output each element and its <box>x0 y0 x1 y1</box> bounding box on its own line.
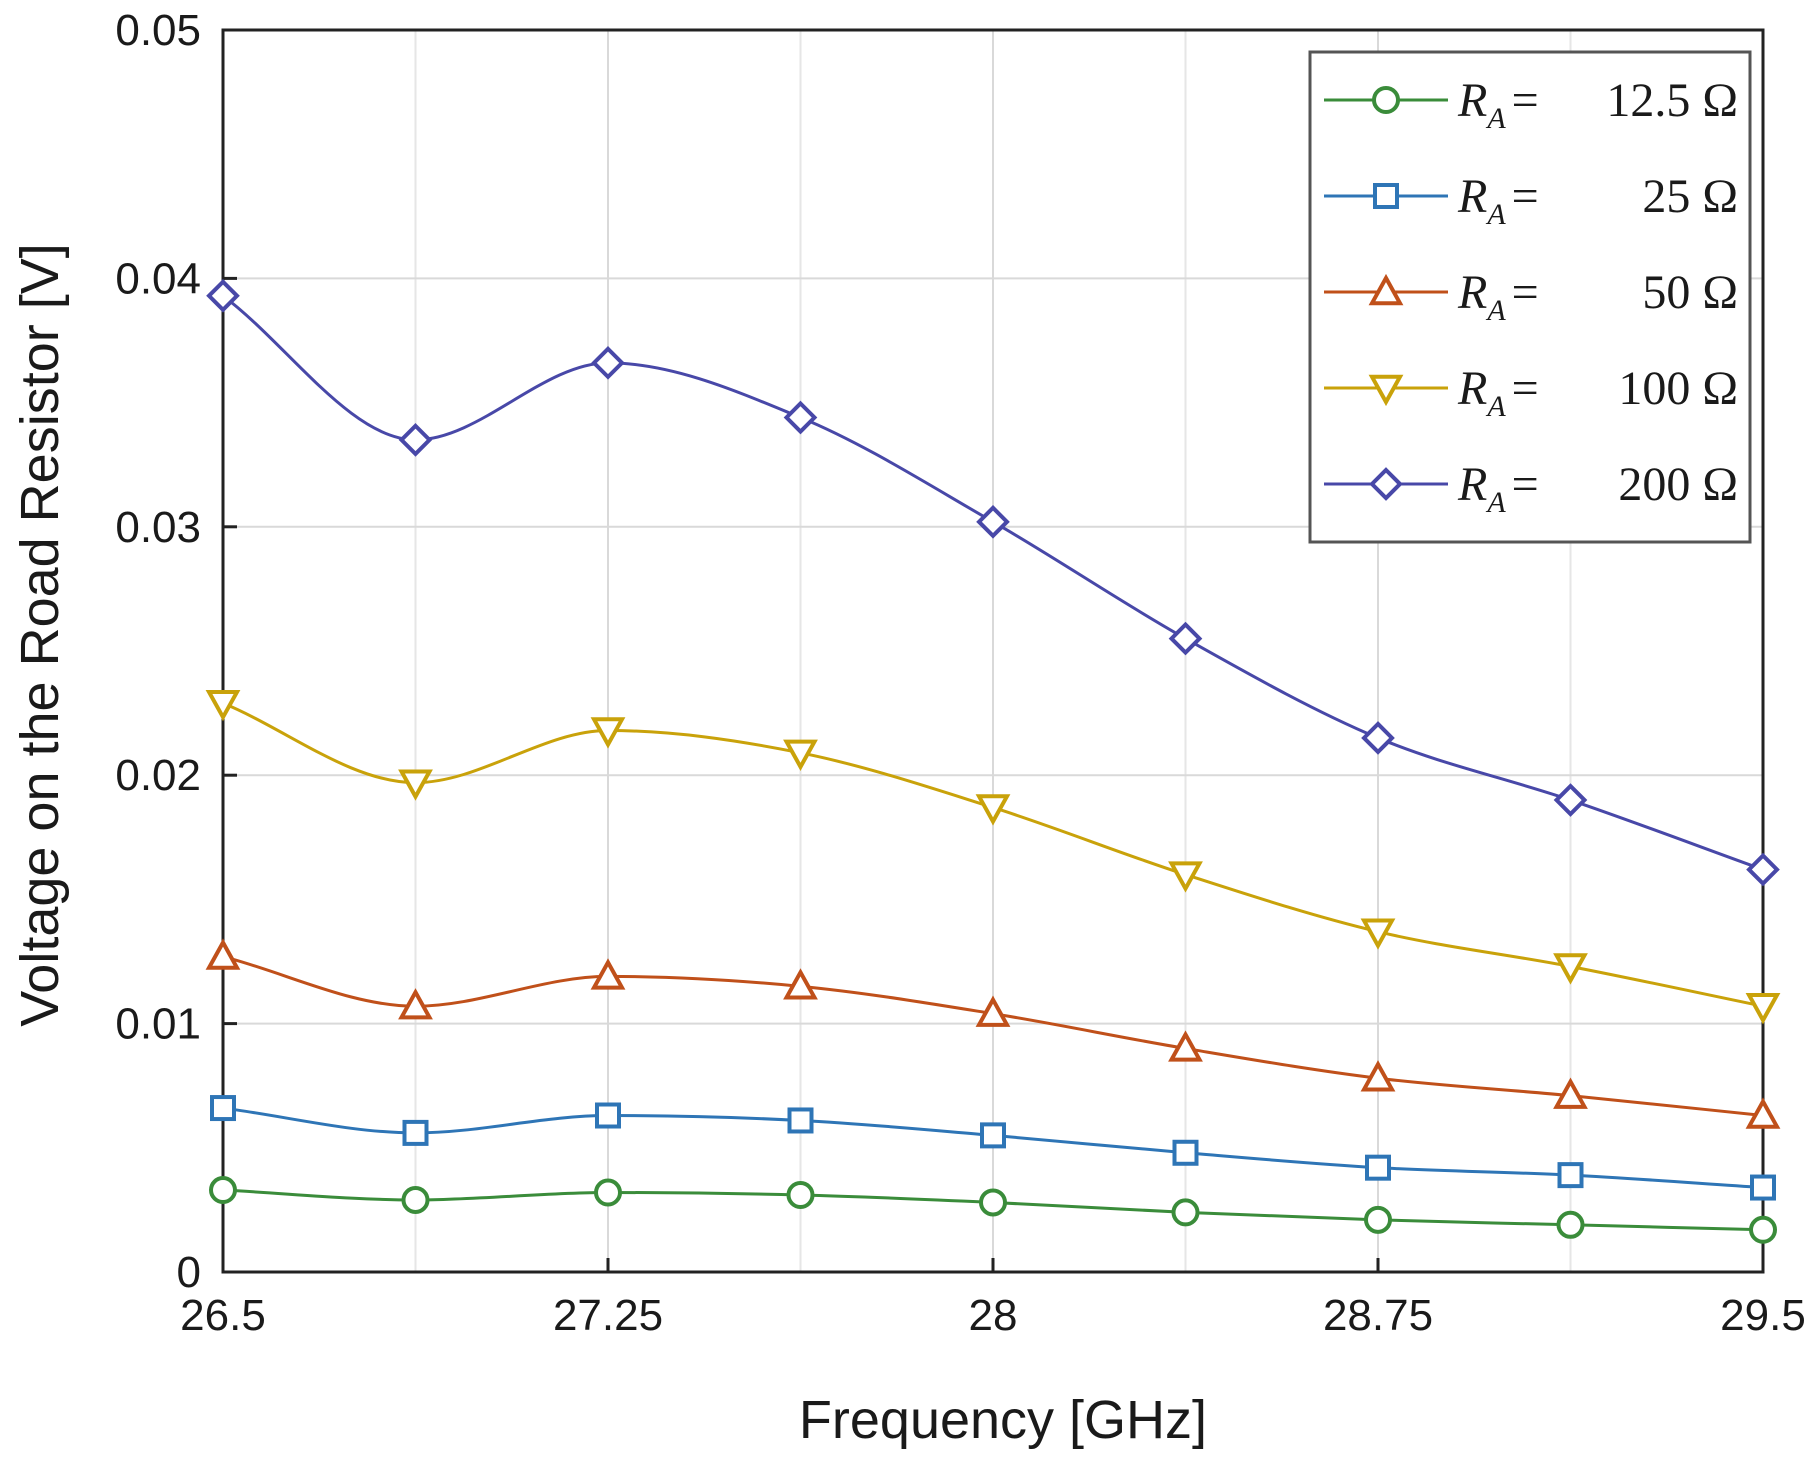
x-tick-label: 28.75 <box>1323 1291 1433 1340</box>
legend-label: RA = <box>1457 266 1539 327</box>
legend-label: RA = <box>1457 362 1539 423</box>
data-point-marker <box>1553 1077 1588 1109</box>
data-point-marker <box>205 938 241 970</box>
data-point-marker <box>976 505 1010 539</box>
data-point-marker <box>209 1176 237 1205</box>
y-tick-label: 0.02 <box>115 751 201 800</box>
data-point-marker <box>1365 1154 1391 1181</box>
legend-value: 100 Ω <box>1618 362 1738 415</box>
data-point-marker <box>401 1185 430 1214</box>
data-point-marker <box>1172 1139 1199 1166</box>
x-tick-label: 29.5 <box>1720 1291 1806 1340</box>
data-point-marker <box>1360 1060 1396 1092</box>
legend-item: RA = 12.5 Ω <box>1324 74 1738 135</box>
data-point-marker <box>980 1122 1006 1149</box>
y-tick-label: 0.05 <box>115 6 201 55</box>
series-3 <box>205 938 1781 1129</box>
data-point-marker <box>1553 783 1588 817</box>
data-point-marker <box>975 794 1011 826</box>
series-1 <box>209 1176 1777 1244</box>
data-point-marker <box>402 1119 429 1146</box>
data-point-marker <box>206 278 240 313</box>
y-tick-label: 0 <box>177 1248 201 1297</box>
series-5 <box>206 278 1780 887</box>
legend-value: 12.5 Ω <box>1606 74 1738 127</box>
data-point-marker <box>590 717 626 749</box>
data-point-marker <box>1750 1174 1776 1201</box>
legend-value: 200 Ω <box>1618 458 1738 511</box>
data-point-marker <box>1168 1030 1203 1062</box>
legend-marker <box>1368 374 1404 407</box>
x-tick-label: 28 <box>969 1291 1018 1340</box>
y-tick-label: 0.03 <box>115 503 201 552</box>
legend-value: 25 Ω <box>1642 170 1738 223</box>
data-point-marker <box>783 968 818 1000</box>
legend-marker <box>1368 273 1404 306</box>
data-point-marker <box>1745 1097 1781 1129</box>
data-point-marker <box>979 1188 1007 1217</box>
legend-marker <box>1369 467 1403 501</box>
legend-label: RA = <box>1457 74 1539 135</box>
legend-item: RA = 25 Ω <box>1324 170 1738 231</box>
legend-value: 50 Ω <box>1642 266 1738 319</box>
data-point-marker <box>1746 852 1780 887</box>
legend-item: RA = 200 Ω <box>1324 458 1738 519</box>
data-point-marker <box>1749 1215 1777 1244</box>
data-point-marker <box>1745 993 1781 1025</box>
legend-item: RA = 50 Ω <box>1324 266 1738 327</box>
legend-label: RA = <box>1457 458 1539 519</box>
data-point-marker <box>787 1107 814 1134</box>
data-point-marker <box>783 400 818 435</box>
data-point-marker <box>1168 861 1203 893</box>
data-point-marker <box>1557 1162 1584 1189</box>
series-4 <box>205 689 1781 1025</box>
x-axis-title: Frequency [GHz] <box>799 1390 1207 1450</box>
data-point-marker <box>205 689 241 722</box>
data-point-marker <box>786 1180 815 1209</box>
y-tick-label: 0.01 <box>115 1000 201 1049</box>
data-point-marker <box>1556 1210 1585 1239</box>
data-point-marker <box>783 739 818 771</box>
data-point-marker <box>975 995 1011 1027</box>
data-point-marker <box>591 346 625 380</box>
legend-label: RA = <box>1457 170 1539 231</box>
data-point-marker <box>1553 953 1588 985</box>
data-point-marker <box>590 958 626 990</box>
legend: RA = 12.5 Ω RA = 25 Ω RA = 50 Ω RA = 100 Ω RA = 200 Ω <box>1308 50 1752 544</box>
data-point-marker <box>594 1178 622 1207</box>
data-point-marker <box>210 1095 236 1122</box>
x-tick-label: 27.25 <box>553 1291 663 1340</box>
legend-marker <box>1372 86 1400 114</box>
data-point-marker <box>595 1102 621 1129</box>
series-2 <box>210 1095 1776 1201</box>
data-point-marker <box>398 769 433 801</box>
data-point-marker <box>398 423 433 457</box>
y-tick-label: 0.04 <box>115 254 201 303</box>
data-point-marker <box>398 988 433 1020</box>
series-group <box>205 278 1781 1244</box>
data-point-marker <box>1364 1205 1392 1234</box>
data-point-marker <box>1360 918 1396 950</box>
legend-marker <box>1373 183 1399 209</box>
y-axis-title: Voltage on the Road Resistor [V] <box>10 243 70 1026</box>
data-point-marker <box>1171 1198 1200 1227</box>
legend-item: RA = 100 Ω <box>1324 362 1738 423</box>
data-point-marker <box>1361 721 1395 755</box>
axes: 26.5 27.25 28 28.75 29.5 0 0.01 0.02 0.03 0.04 0.0… <box>115 6 1805 1340</box>
data-point-marker <box>1168 621 1203 656</box>
x-tick-label: 26.5 <box>180 1291 266 1340</box>
